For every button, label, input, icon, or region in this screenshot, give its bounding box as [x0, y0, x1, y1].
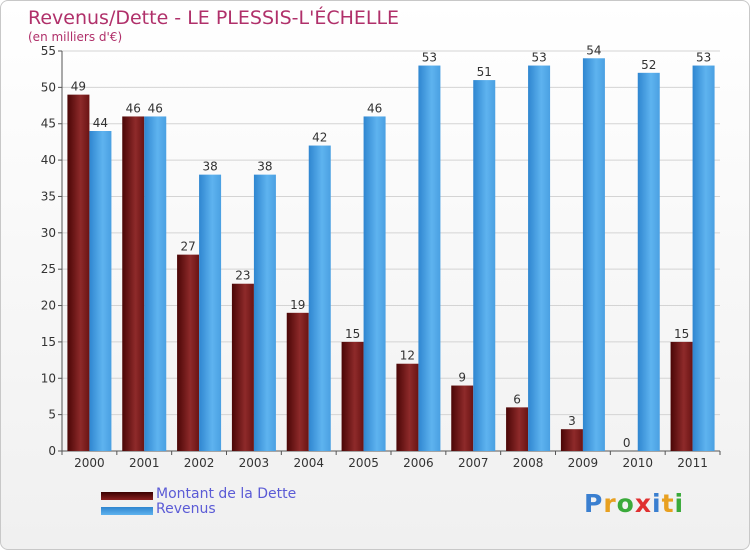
- data-label-revenue: 53: [422, 51, 437, 65]
- data-label-revenue: 38: [257, 160, 272, 174]
- y-tick-label: 30: [41, 226, 56, 240]
- data-label-debt: 0: [623, 436, 631, 450]
- y-tick-label: 5: [48, 408, 56, 422]
- bar-debt: [231, 283, 254, 451]
- x-tick-label: 2004: [293, 456, 324, 470]
- proxiti-logo: Proxiti: [584, 489, 684, 518]
- bar-revenue: [692, 65, 715, 451]
- data-label-debt: 3: [568, 414, 576, 428]
- bar-revenue: [473, 80, 496, 451]
- bar-debt: [560, 429, 583, 451]
- x-tick-label: 2008: [513, 456, 544, 470]
- bar-revenue: [199, 174, 222, 452]
- y-tick-label: 15: [41, 335, 56, 349]
- y-tick-label: 55: [41, 44, 56, 58]
- data-label-revenue: 46: [367, 101, 382, 115]
- x-tick-label: 2002: [184, 456, 215, 470]
- x-tick-label: 2011: [677, 456, 708, 470]
- data-label-debt: 46: [126, 101, 141, 115]
- y-tick-label: 35: [41, 189, 56, 203]
- y-tick-label: 25: [41, 262, 56, 276]
- bar-revenue: [582, 58, 605, 451]
- bar-debt: [286, 312, 309, 451]
- bar-debt: [122, 116, 145, 452]
- bar-revenue: [89, 131, 112, 451]
- bar-debt: [341, 341, 364, 451]
- data-label-revenue: 38: [202, 160, 217, 174]
- chart-title: Revenus/Dette - LE PLESSIS-L'ÉCHELLE: [28, 7, 400, 29]
- logo-letter: P: [584, 489, 604, 518]
- bar-debt: [670, 341, 693, 451]
- y-tick-label: 10: [41, 371, 56, 385]
- y-tick-label: 40: [41, 153, 56, 167]
- bar-revenue: [363, 116, 386, 452]
- y-tick-label: 0: [48, 444, 56, 458]
- x-tick-label: 2010: [622, 456, 653, 470]
- bar-revenue: [418, 65, 441, 451]
- data-label-debt: 6: [513, 392, 521, 406]
- x-tick-label: 2006: [403, 456, 434, 470]
- data-label-revenue: 51: [477, 65, 492, 79]
- data-label-debt: 15: [674, 327, 689, 341]
- x-tick-label: 2000: [74, 456, 105, 470]
- bar-revenue: [637, 72, 660, 452]
- data-label-debt: 49: [71, 80, 86, 94]
- data-label-debt: 9: [458, 371, 466, 385]
- chart-subtitle: (en milliers d'€): [28, 30, 123, 44]
- bar-debt: [177, 254, 200, 451]
- bar-debt: [451, 385, 474, 451]
- x-tick-label: 2005: [348, 456, 379, 470]
- logo-letter: i: [652, 489, 662, 518]
- y-tick-label: 50: [41, 80, 56, 94]
- logo-letter: o: [616, 489, 635, 518]
- bar-debt: [67, 94, 90, 452]
- data-label-revenue: 46: [148, 101, 163, 115]
- data-label-revenue: 44: [93, 116, 108, 130]
- data-label-revenue: 54: [586, 43, 601, 57]
- data-label-revenue: 52: [641, 58, 656, 72]
- legend-label-revenue: Revenus: [156, 501, 216, 517]
- bar-debt: [506, 407, 529, 451]
- x-tick-label: 2001: [129, 456, 160, 470]
- logo-letter: i: [674, 489, 685, 518]
- data-label-debt: 19: [290, 298, 305, 312]
- logo-letter: t: [661, 489, 675, 518]
- y-tick-label: 45: [41, 117, 56, 131]
- bar-revenue: [144, 116, 167, 452]
- x-tick-label: 2007: [458, 456, 489, 470]
- data-label-revenue: 53: [696, 51, 711, 65]
- legend-swatch-debt: [101, 492, 153, 500]
- x-tick-label: 2009: [568, 456, 599, 470]
- legend-swatch-revenue: [101, 507, 153, 515]
- data-label-debt: 12: [400, 349, 415, 363]
- bar-revenue: [528, 65, 551, 451]
- data-label-debt: 23: [235, 269, 250, 283]
- data-label-revenue: 42: [312, 131, 327, 145]
- data-label-revenue: 53: [531, 51, 546, 65]
- y-tick-label: 20: [41, 299, 56, 313]
- data-label-debt: 15: [345, 327, 360, 341]
- data-label-debt: 27: [180, 240, 195, 254]
- bar-revenue: [308, 145, 331, 451]
- legend-label-debt: Montant de la Dette: [156, 486, 297, 502]
- x-tick-label: 2003: [239, 456, 270, 470]
- logo-letter: x: [634, 489, 652, 518]
- logo-letter: r: [603, 489, 617, 518]
- bar-revenue: [253, 174, 276, 452]
- bar-debt: [396, 363, 419, 451]
